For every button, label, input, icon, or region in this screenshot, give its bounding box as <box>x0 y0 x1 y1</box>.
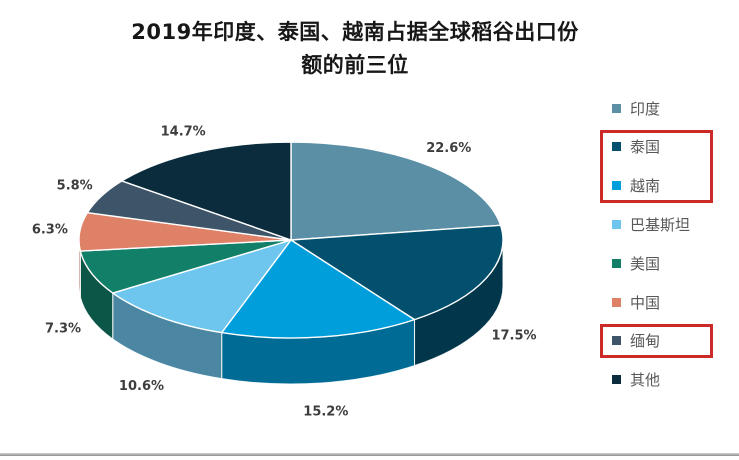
legend-label-usa: 美国 <box>630 254 661 273</box>
legend-item-vietnam: 越南 <box>612 176 660 196</box>
pie-slice-vietnam <box>221 239 416 339</box>
pie-label-usa: 7.3% <box>45 322 81 337</box>
legend-label-thailand: 泰国 <box>630 138 661 157</box>
legend-marker-china <box>612 297 621 307</box>
pie-slice-thailand <box>290 224 504 321</box>
legend-item-usa: 美国 <box>612 253 660 273</box>
chart-title: 2019年印度、泰国、越南占据全球稻谷出口份 额的前三位 <box>30 16 680 81</box>
pie-label-others: 14.7% <box>161 125 206 140</box>
legend-label-vietnam: 越南 <box>630 177 661 196</box>
chart-title-line-1: 2019年印度、泰国、越南占据全球稻谷出口份 <box>131 20 579 44</box>
legend-item-china: 中国 <box>612 292 660 312</box>
page-divider-line <box>0 453 739 456</box>
chart-title-line-2: 额的前三位 <box>301 52 409 77</box>
legend-marker-pakistan <box>612 219 621 229</box>
pie-slice-usa <box>79 239 292 294</box>
pie-label-thailand: 17.5% <box>491 328 536 343</box>
pie-slice-others <box>121 141 292 241</box>
legend-marker-others <box>612 375 621 385</box>
legend-label-china: 中国 <box>630 293 661 312</box>
legend-item-myanmar: 缅甸 <box>612 331 660 351</box>
legend-marker-usa <box>612 258 621 268</box>
legend-item-india: 印度 <box>612 98 660 118</box>
legend-label-pakistan: 巴基斯坦 <box>630 215 691 234</box>
legend-label-others: 其他 <box>630 371 661 390</box>
legend-item-others: 其他 <box>612 370 660 390</box>
legend-label-myanmar: 缅甸 <box>630 332 661 351</box>
pie-label-myanmar: 5.8% <box>57 179 93 194</box>
legend-marker-thailand <box>612 142 621 152</box>
pie-label-vietnam: 15.2% <box>303 405 348 420</box>
legend-item-pakistan: 巴基斯坦 <box>612 214 690 234</box>
legend-item-thailand: 泰国 <box>612 137 660 157</box>
legend-marker-india <box>612 103 621 113</box>
legend-marker-myanmar <box>612 336 621 346</box>
pie-label-india: 22.6% <box>426 141 471 156</box>
pie-label-pakistan: 10.6% <box>119 379 164 394</box>
highlight-box-thailand-vietnam <box>600 129 713 203</box>
legend-marker-vietnam <box>612 181 621 191</box>
legend-label-india: 印度 <box>630 99 661 118</box>
pie-label-china: 6.3% <box>32 223 68 238</box>
highlight-box-myanmar <box>600 323 713 358</box>
pie-slice-pakistan <box>112 239 292 334</box>
pie-slice-india <box>290 141 502 241</box>
